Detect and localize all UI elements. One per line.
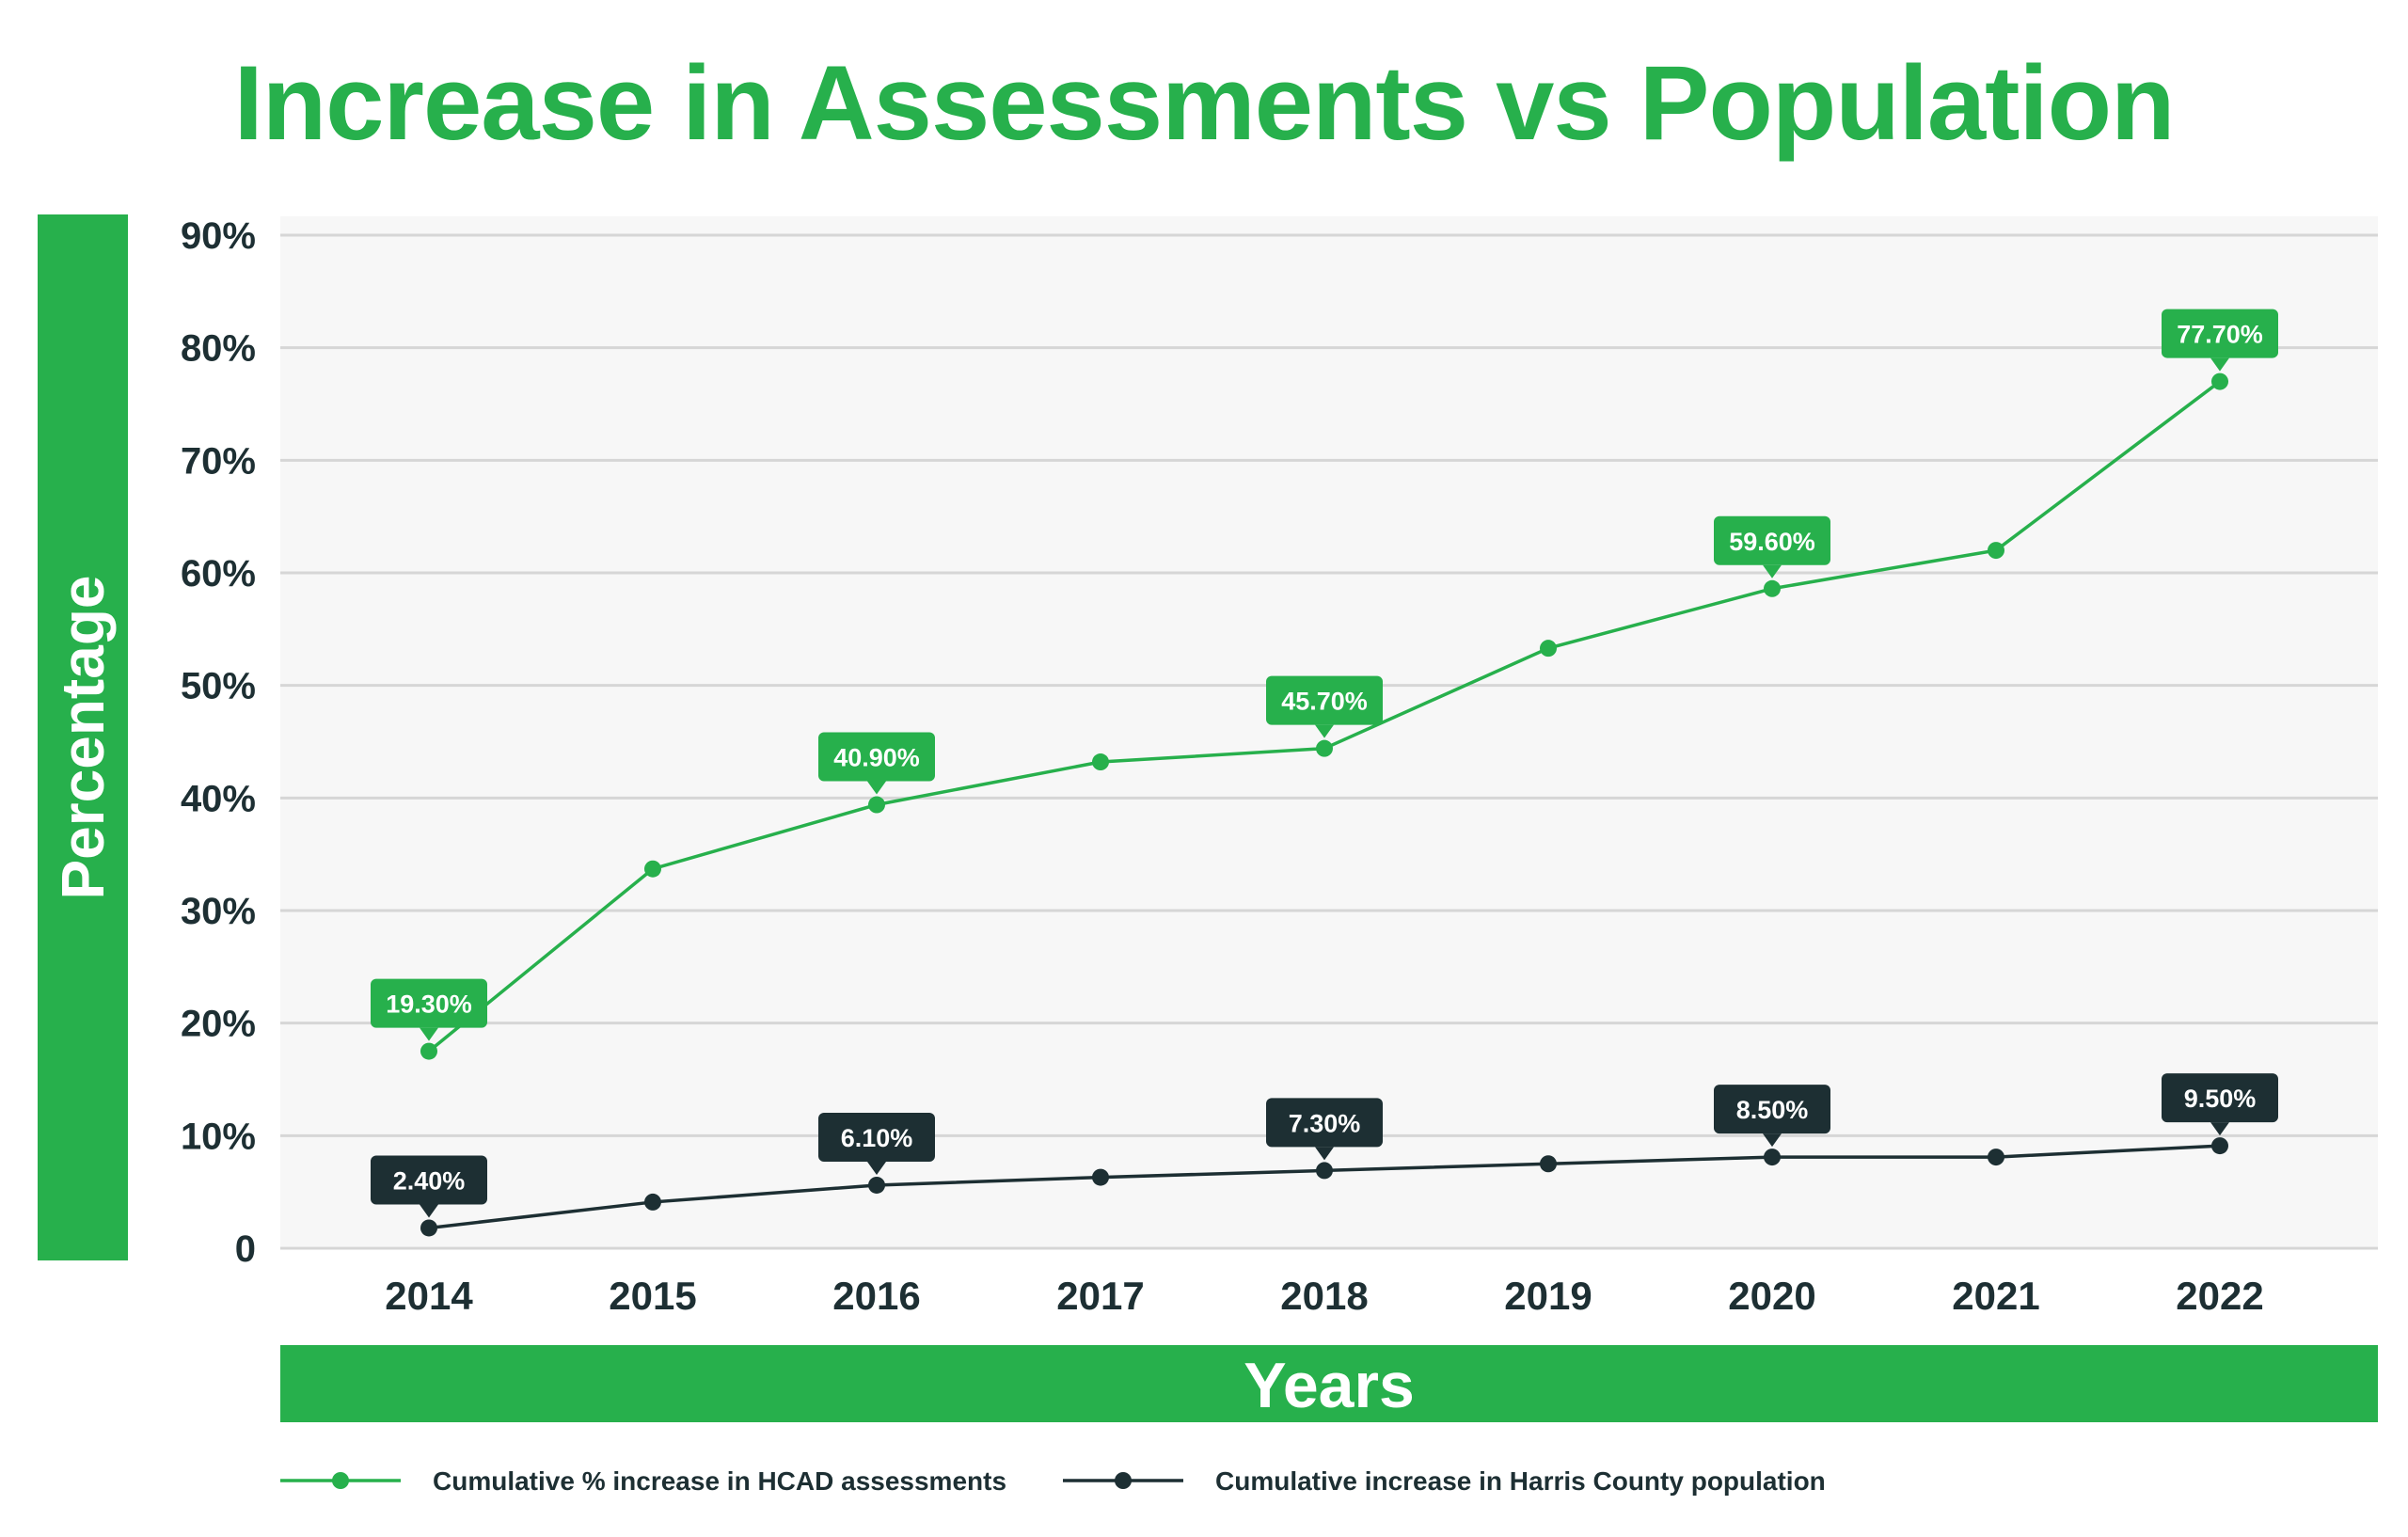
legend-marker (332, 1472, 349, 1489)
x-tick-label: 2017 (1056, 1274, 1144, 1318)
data-label-callout: 40.90% (818, 732, 935, 795)
data-point (1764, 1149, 1781, 1166)
x-axis-banner: Years (280, 1345, 2378, 1422)
y-tick-label: 10% (181, 1116, 256, 1157)
data-point (1988, 542, 2004, 560)
x-axis-label: Years (1244, 1350, 1415, 1421)
y-tick-label: 90% (181, 215, 256, 257)
data-label-callout: 59.60% (1714, 515, 1830, 578)
data-label: 8.50% (1736, 1096, 1809, 1124)
data-label-callout: 2.40% (371, 1155, 487, 1218)
callout-box (1266, 675, 1383, 725)
x-tick-label: 2021 (1952, 1274, 2039, 1318)
data-label-callout: 8.50% (1714, 1085, 1830, 1148)
legend-label: Cumulative % increase in HCAD assessment… (433, 1466, 1006, 1496)
data-point (1540, 640, 1557, 658)
data-point (2211, 372, 2228, 390)
y-axis-banner-bg (38, 214, 128, 1260)
callout-box (2162, 309, 2278, 358)
x-tick-label: 2015 (609, 1274, 696, 1318)
callout-box (1266, 1098, 1383, 1148)
data-point (420, 1219, 437, 1237)
data-label: 19.30% (386, 990, 472, 1019)
y-tick-label: 40% (181, 778, 256, 819)
x-tick-label: 2022 (2176, 1274, 2263, 1318)
x-axis-banner-bg (280, 1345, 2378, 1422)
data-point (1092, 753, 1109, 771)
x-tick-label: 2018 (1280, 1274, 1368, 1318)
data-point (868, 796, 885, 814)
callout-pointer (420, 1027, 438, 1041)
data-label-callout: 77.70% (2162, 309, 2278, 372)
y-tick-label: 70% (181, 440, 256, 482)
x-tick-label: 2020 (1728, 1274, 1815, 1318)
callout-box (1714, 1085, 1830, 1134)
chart-title: Increase in Assessments vs Population (233, 44, 2176, 162)
data-point (2211, 1137, 2228, 1155)
data-label: 6.10% (841, 1124, 913, 1152)
data-label: 40.90% (833, 744, 920, 772)
callout-box (371, 978, 487, 1028)
y-tick-label: 20% (181, 1004, 256, 1045)
data-label-callout: 6.10% (818, 1112, 935, 1175)
callout-pointer (2210, 1122, 2229, 1136)
callout-box (818, 732, 935, 782)
data-point (420, 1042, 437, 1060)
data-point (1764, 579, 1781, 597)
data-label: 9.50% (2184, 1085, 2257, 1113)
legend-label: Cumulative increase in Harris County pop… (1215, 1466, 1826, 1496)
data-callouts: 19.30% 40.90% 45.70% 59.60% 77.70% 2.40% 6.10%… (371, 309, 2278, 1218)
y-tick-label: 0 (235, 1228, 256, 1270)
callout-pointer (1763, 564, 1782, 578)
data-label: 77.70% (2177, 321, 2263, 349)
callout-pointer (867, 1161, 886, 1175)
y-tick-label: 60% (181, 553, 256, 594)
data-point (1316, 739, 1333, 757)
x-axis-ticks: 2014 2015 2016 2017 2018 2019 2020 2021 2022 (385, 1274, 2263, 1318)
x-tick-label: 2014 (385, 1274, 473, 1318)
data-label: 7.30% (1289, 1109, 1361, 1137)
data-point (1540, 1155, 1557, 1173)
data-point (868, 1176, 885, 1194)
callout-pointer (1763, 1133, 1782, 1148)
callout-pointer (2210, 357, 2229, 372)
data-point (1092, 1168, 1109, 1186)
y-axis-banner: Percentage (38, 214, 128, 1260)
callout-box (2162, 1073, 2278, 1123)
data-label: 2.40% (393, 1166, 466, 1195)
data-label-callout: 19.30% (371, 978, 487, 1041)
series-lines (420, 372, 2228, 1237)
callout-box (1714, 515, 1830, 565)
data-point (644, 860, 661, 878)
data-label-callout: 9.50% (2162, 1073, 2278, 1136)
callout-box (371, 1155, 487, 1205)
legend: Cumulative % increase in HCAD assessment… (280, 1466, 1826, 1496)
callout-pointer (867, 781, 886, 795)
y-tick-label: 80% (181, 328, 256, 370)
gridlines (280, 233, 2378, 1250)
data-label: 45.70% (1281, 688, 1368, 716)
y-axis-ticks: 0 10% 20% 30% 40% 50% 60% 70% 80% 90% (181, 215, 256, 1270)
data-point (1988, 1149, 2004, 1166)
data-label: 59.60% (1729, 528, 1815, 556)
data-label-callout: 7.30% (1266, 1098, 1383, 1161)
data-label-callout: 45.70% (1266, 675, 1383, 738)
data-point (1316, 1162, 1333, 1180)
y-tick-label: 30% (181, 891, 256, 932)
y-axis-label: Percentage (49, 575, 117, 899)
data-point (644, 1193, 661, 1211)
callout-pointer (1315, 724, 1334, 738)
callout-pointer (1315, 1147, 1334, 1161)
callout-box (818, 1112, 935, 1162)
y-tick-label: 50% (181, 666, 256, 707)
legend-marker (1115, 1472, 1132, 1489)
x-tick-label: 2019 (1504, 1274, 1592, 1318)
x-tick-label: 2016 (832, 1274, 920, 1318)
callout-pointer (420, 1204, 438, 1218)
